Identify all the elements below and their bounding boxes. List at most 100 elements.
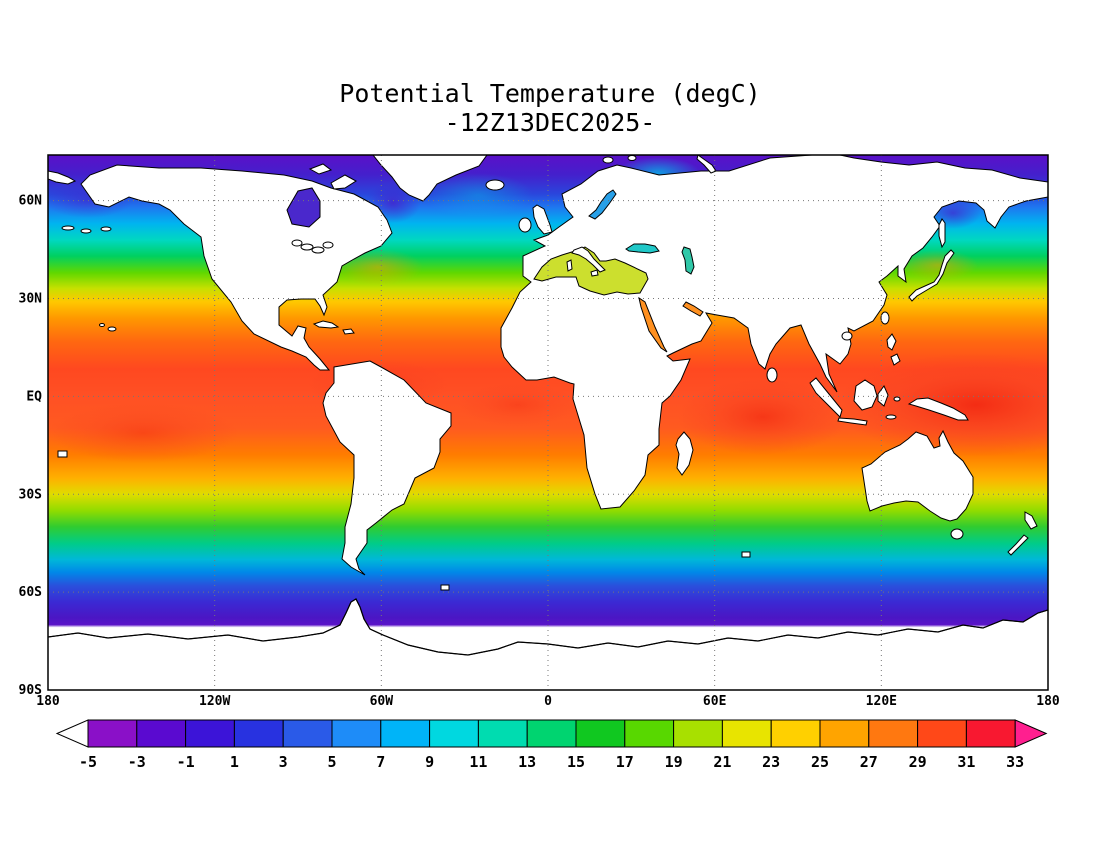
- island-speck: [741, 551, 751, 558]
- iceland: [485, 179, 505, 191]
- lat-tick-label: 60N: [19, 194, 43, 209]
- aleutian-island: [61, 225, 75, 231]
- victoria-island: [308, 163, 333, 175]
- colorbar-tick-label: 33: [1006, 753, 1024, 771]
- colorbar-segment: [624, 719, 675, 748]
- colorbar-tick-label: 23: [762, 753, 780, 771]
- south-pacific-warm-water: [48, 403, 238, 463]
- colorbar-below-arrow: [55, 719, 89, 748]
- latitude-axis-labels: 60N 30N EQ 30S 60S 90S: [19, 194, 43, 698]
- colorbar-tick-label: 29: [909, 753, 927, 771]
- colorbar-above-arrow: [1014, 719, 1048, 748]
- lat-tick-label: EQ: [26, 389, 42, 404]
- colorbar-segment: [673, 719, 723, 748]
- lon-tick-label: 60E: [703, 694, 726, 709]
- new-zealand-south: [1007, 534, 1029, 556]
- lon-tick-label: 180: [36, 694, 60, 709]
- colorbar-segment: [477, 719, 528, 748]
- baltic-sea: [588, 189, 617, 220]
- colorbar-segment: [819, 719, 870, 748]
- landmasses: [48, 155, 1048, 690]
- sumatra: [809, 377, 843, 418]
- island-speck: [57, 450, 68, 458]
- taiwan: [880, 311, 890, 325]
- colorbar-segment: [87, 719, 138, 748]
- borneo: [853, 379, 878, 411]
- colorbar-tick-label: 9: [425, 753, 434, 771]
- colorbar-segment: [136, 719, 187, 748]
- moluccas: [893, 396, 901, 402]
- tasmania: [950, 528, 964, 540]
- hainan: [841, 331, 853, 341]
- chart-subtitle-valid-time: -12Z13DEC2025-: [445, 108, 656, 137]
- colorbar-tick-label: 25: [811, 753, 829, 771]
- hawaii-west: [99, 323, 105, 327]
- colorbar-tick-label: 21: [713, 753, 731, 771]
- colorbar-segment: [331, 719, 382, 748]
- colorbar-tick-label: 1: [230, 753, 239, 771]
- sri-lanka: [766, 367, 778, 383]
- colorbar-tick-label: 3: [279, 753, 288, 771]
- mediterranean-sea: [533, 246, 649, 296]
- kuroshio-warm-tongue: [898, 250, 978, 280]
- svalbard-east: [627, 155, 637, 161]
- island-speck: [440, 584, 450, 591]
- black-sea: [625, 243, 660, 254]
- chart-title: Potential Temperature (degC): [339, 79, 760, 108]
- red-sea: [638, 296, 668, 353]
- colorbar-tick-label: 11: [469, 753, 487, 771]
- colorbar-tick-label: -5: [79, 753, 97, 771]
- japan: [908, 249, 955, 302]
- italy: [571, 246, 606, 273]
- colorbar-legend: -5 -3 -1 1 3 5 7 9 11 13 15 17 19 21 23 25 27 29 31 33: [55, 719, 1048, 771]
- ireland: [518, 217, 532, 233]
- cuba: [312, 320, 340, 329]
- great-lake: [300, 243, 314, 251]
- persian-gulf: [682, 301, 704, 317]
- great-lake: [311, 246, 325, 254]
- great-lake: [322, 241, 334, 249]
- colorbar-segment: [770, 719, 821, 748]
- australia: [861, 429, 974, 522]
- colorbar-tick-label: 7: [376, 753, 385, 771]
- luzon: [886, 333, 897, 351]
- lon-tick-label: 0: [544, 694, 552, 709]
- britain: [532, 204, 553, 235]
- colorbar-segment: [185, 719, 235, 748]
- java: [837, 417, 868, 426]
- hudson-bay: [286, 187, 321, 228]
- colorbar-segment: [380, 719, 431, 748]
- aleutian-island: [100, 226, 112, 232]
- map-border: [47, 154, 1049, 691]
- mindanao: [890, 353, 901, 366]
- indian-ocean-warm-pool: [678, 379, 848, 455]
- antarctica-coastline: [48, 598, 1048, 656]
- aleutian-island: [80, 228, 92, 234]
- colorbar-tick-label: 5: [327, 753, 336, 771]
- colorbar-tick-label: 31: [957, 753, 975, 771]
- colorbar-tick-label: 13: [518, 753, 536, 771]
- lon-tick-label: 60W: [370, 694, 394, 709]
- longitude-axis-labels: 180 120W 60W 0 60E 120E 180: [36, 694, 1060, 709]
- colorbar-tick-label: -1: [177, 753, 195, 771]
- chukotka: [48, 170, 77, 185]
- colorbar-segment: [917, 719, 967, 748]
- colorbar-tick-label: 17: [616, 753, 634, 771]
- sakhalin: [938, 218, 946, 249]
- lat-tick-label: 30N: [19, 292, 43, 307]
- south-america: [322, 360, 452, 576]
- north-atlantic-subpolar-water: [423, 173, 533, 217]
- new-zealand-north: [1024, 511, 1038, 530]
- colorbar-tick-label: 15: [567, 753, 585, 771]
- hispaniola: [342, 328, 355, 335]
- baffin-island: [330, 174, 357, 190]
- caspian-sea: [681, 246, 695, 275]
- colorbar-segment: [721, 719, 772, 748]
- colorbar-segment: [429, 719, 479, 748]
- atlantic-equatorial-warm-water: [458, 383, 578, 427]
- sicily: [590, 269, 599, 277]
- colorbar-segment: [965, 719, 1016, 748]
- lon-tick-label: 120E: [866, 694, 897, 709]
